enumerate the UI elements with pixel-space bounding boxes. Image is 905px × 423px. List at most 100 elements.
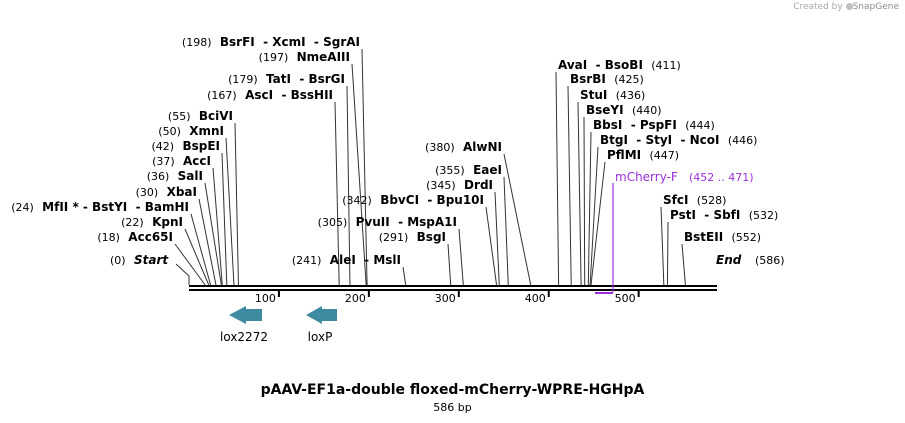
restriction-site-label: (305) PvuII - MspA1I: [318, 215, 457, 229]
restriction-site-leader-line: [577, 101, 582, 286]
restriction-site[interactable]: (291) BsgI: [379, 230, 446, 244]
end-position: (586): [755, 254, 785, 267]
feature-loxp-label: loxP: [308, 330, 333, 344]
axis-tick-label: 200: [345, 292, 366, 305]
map-title: pAAV-EF1a-double floxed-mCherry-WPRE-HGH…: [260, 382, 645, 398]
end-marker: End (586): [716, 253, 785, 267]
restriction-site-label: (167) AscI - BssHII: [207, 88, 333, 102]
restriction-site-label: (36) SalI: [147, 169, 203, 183]
restriction-site-leader-line: [503, 153, 532, 286]
restriction-site-leader-line: [190, 213, 212, 286]
sequence-backbone: [189, 285, 717, 291]
restriction-site-label: SfcI (528): [663, 193, 726, 207]
restriction-site-leader-line: [567, 85, 572, 286]
restriction-site-label: (355) EaeI: [435, 163, 502, 177]
restriction-site-label: BsrBI (425): [570, 72, 644, 86]
snapgene-logo-icon: [845, 3, 853, 10]
backbone-bottom-strand: [189, 289, 717, 291]
restriction-site[interactable]: (179) TatI - BsrGI: [228, 72, 345, 86]
restriction-site[interactable]: BsrBI (425): [570, 72, 644, 86]
start-leader-line: [175, 263, 190, 285]
restriction-site-leader-line: [666, 221, 669, 286]
restriction-site[interactable]: (197) NmeAIII: [259, 50, 350, 64]
restriction-site[interactable]: (30) XbaI: [136, 185, 197, 199]
restriction-site-label: BtgI - StyI - NcoI (446): [600, 133, 757, 147]
restriction-site-label: (198) BsrFI - XcmI - SgrAI: [182, 35, 360, 49]
restriction-site[interactable]: (345) DrdI: [426, 178, 493, 192]
restriction-site-label: (179) TatI - BsrGI: [228, 72, 345, 86]
restriction-site-leader-line: [447, 243, 452, 286]
restriction-site[interactable]: (42) BspEI: [152, 139, 221, 153]
restriction-site-leader-line: [221, 152, 228, 286]
restriction-site-label: (42) BspEI: [152, 139, 221, 153]
feature-loxp[interactable]: loxP: [306, 306, 337, 344]
restriction-site[interactable]: AvaI - BsoBI (411): [558, 58, 681, 72]
axis-tick-label: 400: [525, 292, 546, 305]
credit-prefix: Created by: [793, 2, 843, 12]
restriction-site[interactable]: (355) EaeI: [435, 163, 502, 177]
restriction-site-label: (197) NmeAIII: [259, 50, 350, 64]
primer-mcherry-f[interactable]: mCherry-F (452 .. 471): [595, 170, 754, 294]
restriction-site[interactable]: (380) AlwNI: [425, 140, 502, 154]
restriction-site-leader-line: [334, 101, 340, 286]
snapgene-credit: Created by SnapGene: [793, 2, 899, 12]
restriction-site-leader-line: [346, 85, 351, 286]
restriction-site-label: StuI (436): [580, 88, 645, 102]
axis-tick-label: 300: [435, 292, 456, 305]
loxp-arrow-icon: [306, 306, 337, 324]
restriction-site-leader-line: [503, 176, 509, 286]
restriction-site-label: (291) BsgI: [379, 230, 446, 244]
restriction-site[interactable]: (167) AscI - BssHII: [207, 88, 333, 102]
axis-tick-label: 100: [255, 292, 276, 305]
restriction-site[interactable]: BseYI (440): [586, 103, 662, 117]
restriction-site[interactable]: (36) SalI: [147, 169, 203, 183]
restriction-site[interactable]: (241) AleI - MslI: [292, 253, 401, 267]
restriction-site-label: (55) BciVI: [168, 109, 233, 123]
restriction-site-leader-line: [494, 191, 500, 286]
credit-brand: SnapGene: [852, 2, 899, 12]
restriction-site-label: (18) Acc65I: [97, 230, 173, 244]
restriction-site[interactable]: PflMI (447): [607, 148, 679, 162]
restriction-site-leader-line: [590, 161, 606, 286]
restriction-site-leader-line: [583, 116, 586, 286]
restriction-site-leader-line: [234, 122, 239, 286]
restriction-site-label: (22) KpnI: [121, 215, 183, 229]
restriction-site[interactable]: (55) BciVI: [168, 109, 233, 123]
backbone-top-strand: [189, 285, 717, 287]
restriction-site[interactable]: PstI - SbfI (532): [670, 208, 778, 222]
restriction-site-label: (380) AlwNI: [425, 140, 502, 154]
restriction-site-label: (241) AleI - MslI: [292, 253, 401, 267]
restriction-site-leader-line: [225, 137, 235, 286]
restriction-site[interactable]: (18) Acc65I: [97, 230, 173, 244]
restriction-site[interactable]: (24) MfII * - BstYI - BamHI: [11, 200, 189, 214]
restriction-site-leader-line: [212, 167, 223, 286]
start-name: Start: [134, 253, 169, 267]
restriction-site-leader-line: [174, 243, 206, 286]
restriction-site-label: AvaI - BsoBI (411): [558, 58, 681, 72]
restriction-site[interactable]: (198) BsrFI - XcmI - SgrAI: [182, 35, 360, 49]
restriction-site-label: (50) XmnI: [158, 124, 224, 138]
restriction-site[interactable]: BstEII (552): [684, 230, 761, 244]
end-name: End: [716, 253, 742, 267]
restriction-site[interactable]: (305) PvuII - MspA1I: [318, 215, 457, 229]
restriction-site[interactable]: (37) AccI: [152, 154, 211, 168]
restriction-site-label: (30) XbaI: [136, 185, 197, 199]
feature-lox2272[interactable]: lox2272: [220, 306, 268, 344]
restriction-site-label: (24) MfII * - BstYI - BamHI: [11, 200, 189, 214]
start-position: (0): [110, 254, 126, 267]
restriction-site-label: BstEII (552): [684, 230, 761, 244]
primer-range: (452 .. 471): [689, 171, 754, 184]
restriction-site-leader-line: [555, 71, 560, 286]
restriction-site[interactable]: (50) XmnI: [158, 124, 224, 138]
restriction-site-leader-line: [681, 243, 686, 286]
restriction-site[interactable]: (342) BbvCI - Bpu10I: [342, 193, 484, 207]
restriction-site[interactable]: SfcI (528): [663, 193, 726, 207]
restriction-site[interactable]: BtgI - StyI - NcoI (446): [600, 133, 757, 147]
restriction-site-leader-line: [184, 228, 210, 286]
restriction-site-leader-line: [351, 63, 367, 286]
restriction-site[interactable]: (22) KpnI: [121, 215, 183, 229]
restriction-site[interactable]: BbsI - PspFI (444): [593, 118, 715, 132]
restriction-site[interactable]: StuI (436): [580, 88, 645, 102]
restriction-site-leader-line: [485, 206, 498, 286]
